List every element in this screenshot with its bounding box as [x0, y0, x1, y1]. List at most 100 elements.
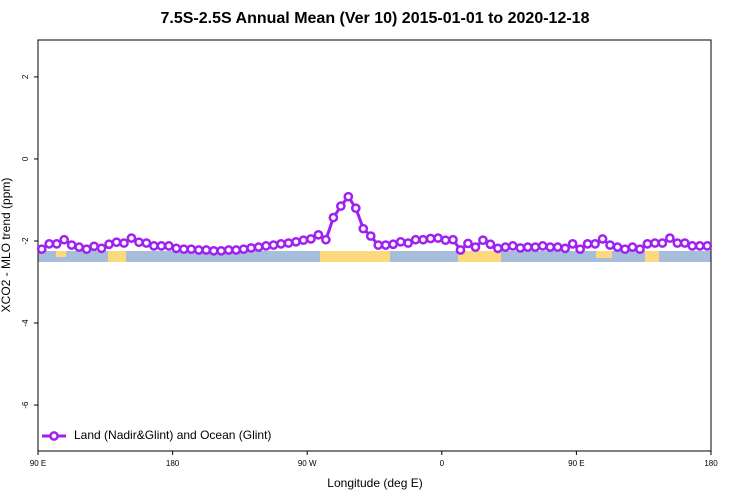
data-point: [111, 237, 122, 248]
data-point: [373, 240, 384, 250]
data-point: [478, 235, 488, 246]
data-point: [485, 239, 496, 250]
y-tick-label: -2: [21, 237, 30, 245]
map-strip: [38, 251, 711, 262]
data-point: [350, 203, 361, 214]
x-tick-label: 90 E: [30, 459, 46, 468]
data-point: [395, 236, 406, 247]
data-point: [328, 212, 339, 223]
data-point: [89, 241, 99, 252]
data-point: [36, 244, 47, 255]
data-point: [380, 240, 391, 250]
land-patch: [320, 251, 390, 262]
x-tick-label: 180: [166, 459, 180, 468]
data-point: [612, 242, 623, 252]
data-point: [171, 243, 182, 254]
x-tick-label: 0: [440, 459, 445, 468]
data-point: [74, 242, 84, 252]
data-point: [365, 231, 376, 241]
data-point: [702, 241, 713, 251]
data-point: [470, 242, 481, 252]
data-point: [463, 238, 473, 249]
data-point: [201, 245, 212, 255]
legend-marker: [49, 431, 59, 441]
land-patch: [645, 251, 659, 262]
y-tick-label: -4: [21, 319, 30, 327]
data-point: [560, 243, 571, 254]
data-point: [313, 229, 324, 240]
data-point: [104, 239, 114, 250]
x-tick-label: 90 W: [298, 459, 317, 468]
data-point: [186, 244, 197, 255]
data-point: [418, 234, 428, 245]
x-axis-label: Longitude (deg E): [327, 476, 422, 490]
data-point: [620, 244, 630, 255]
data-point: [268, 240, 279, 250]
data-point: [231, 245, 242, 255]
data-point: [597, 234, 608, 244]
chart-title: 7.5S-2.5S Annual Mean (Ver 10) 2015-01-0…: [161, 10, 590, 27]
data-point: [455, 245, 466, 255]
data-point: [545, 242, 556, 252]
data-point: [448, 234, 458, 245]
land-patch: [108, 251, 126, 262]
data-point: [567, 239, 578, 249]
data-point: [96, 243, 107, 254]
data-point: [403, 238, 413, 248]
data-point: [605, 240, 615, 250]
data-point: [657, 238, 668, 248]
data-point: [582, 239, 593, 249]
data-point: [642, 239, 653, 249]
data-point: [208, 245, 219, 256]
data-point: [81, 244, 92, 255]
data-point: [223, 245, 234, 255]
data-point: [635, 244, 645, 255]
x-tick-label: 90 E: [568, 459, 584, 468]
data-point: [216, 245, 227, 256]
data-point: [336, 201, 346, 211]
data-point: [665, 233, 675, 243]
data-point: [530, 242, 541, 252]
data-point: [522, 242, 533, 252]
data-point: [164, 241, 174, 251]
data-point: [537, 241, 548, 251]
data-point: [433, 233, 443, 243]
data-point: [119, 238, 129, 248]
data-point: [141, 238, 152, 248]
data-point: [694, 241, 705, 251]
data-point: [440, 235, 451, 246]
x-tick-label: 180: [704, 459, 718, 468]
data-point: [321, 234, 331, 245]
data-point: [358, 223, 369, 234]
data-point: [493, 243, 503, 254]
data-point: [687, 241, 698, 251]
data-point: [283, 238, 294, 248]
data-point: [261, 241, 271, 251]
data-point: [343, 191, 354, 202]
y-axis-label: XCO2 - MLO trend (ppm): [0, 178, 13, 313]
data-point: [44, 239, 55, 249]
data-point: [126, 233, 137, 243]
data-point: [178, 244, 189, 255]
land-patch: [56, 251, 66, 257]
data-point: [410, 234, 421, 245]
data-point: [552, 242, 563, 252]
y-tick-label: 2: [21, 74, 30, 79]
data-point: [246, 243, 256, 253]
data-point: [650, 238, 660, 248]
data-point: [515, 243, 526, 253]
data-point: [134, 237, 144, 248]
legend-label: Land (Nadir&Glint) and Ocean (Glint): [74, 428, 271, 442]
data-point: [276, 239, 286, 249]
data-point: [306, 234, 316, 244]
land-patch: [596, 251, 612, 258]
data-point: [425, 233, 436, 244]
data-point: [575, 244, 585, 255]
land-patch: [458, 251, 501, 262]
data-point: [253, 242, 264, 252]
data-point: [51, 239, 62, 249]
data-point: [156, 241, 167, 251]
y-tick-label: -6: [21, 401, 30, 409]
data-point: [507, 241, 518, 251]
